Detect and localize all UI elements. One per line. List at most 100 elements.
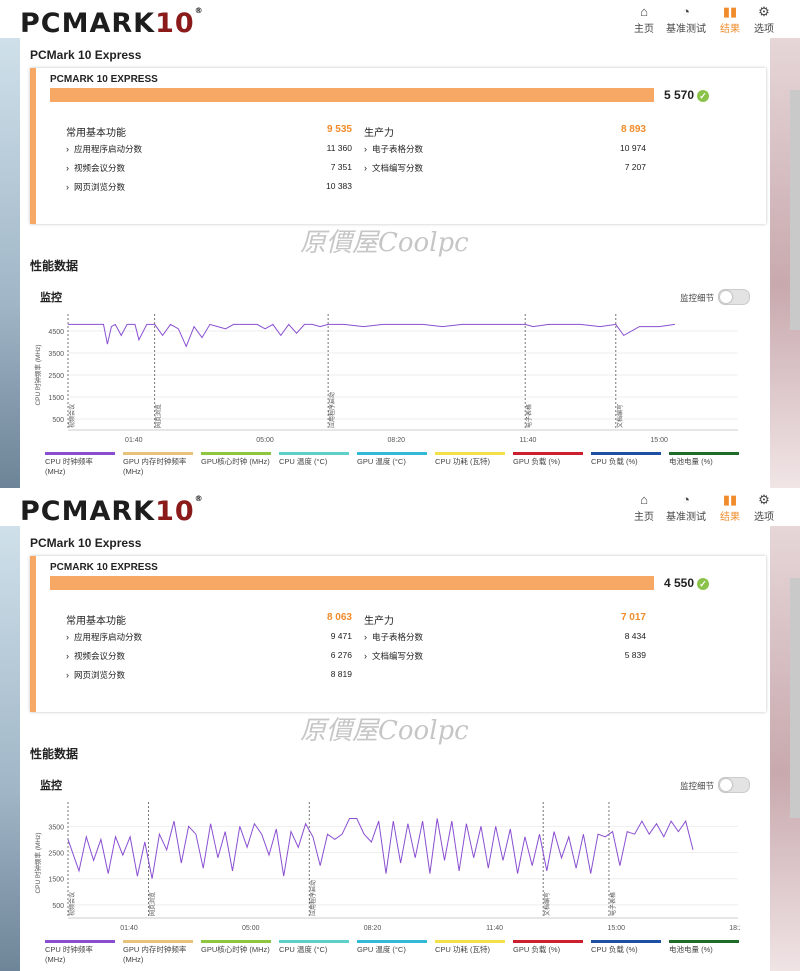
legend-item[interactable]: GPU 负载 (%) (513, 452, 583, 467)
section-title: PCMark 10 Express (30, 536, 142, 550)
total-score: 5 570 ✓ (664, 88, 710, 102)
nav-results[interactable]: ▮▮ 结果 (710, 4, 750, 35)
x-tick-label: 18:20 (729, 925, 740, 932)
nav-benchmark[interactable]: ◔ 基准测试 (666, 492, 706, 523)
legend-item[interactable]: GPU 负载 (%) (513, 940, 583, 955)
series-line-cpu-clock (68, 323, 675, 348)
monitor-chart: CPU 时钟频率 (MHz) 4500 3500 2500 1500 500 01:40 05… (33, 314, 738, 444)
legend-item[interactable]: CPU 功耗 (瓦特) (435, 452, 505, 467)
home-icon: ⌂ (640, 492, 648, 507)
score-card: PCMARK 10 EXPRESS 4 550 ✓ 常用基本功能 8 063 生产… (30, 556, 766, 712)
phase-marker-label: 应用程序启动 (309, 880, 317, 916)
y-axis-label: CPU 时钟频率 (MHz) (33, 832, 42, 893)
y-tick-label: 500 (52, 417, 64, 424)
score-card-label: PCMARK 10 EXPRESS (50, 562, 158, 573)
subscore-value: 10 974 (620, 143, 646, 153)
subscore-label[interactable]: › 视频会议分数 (66, 650, 125, 662)
subscore-label[interactable]: › 网页浏览分数 (66, 669, 125, 681)
legend-item[interactable]: CPU 时钟频率 (MHz) (45, 940, 115, 965)
phase-marker-label: 视频会议 (68, 404, 76, 428)
chevron-right-icon: › (364, 651, 367, 661)
app-header: PCMARK10® ⌂ 主页 ◔ 基准测试 ▮▮ 结果 ⚙ 选项 (0, 0, 800, 39)
subscore-label-text: 电子表格分数 (372, 144, 424, 154)
chevron-right-icon: › (66, 651, 69, 661)
gauge-icon: ◔ (682, 4, 690, 19)
legend-item[interactable]: CPU 温度 (°C) (279, 452, 349, 467)
scrollbar[interactable] (790, 90, 800, 330)
phase-marker-label: 应用程序启动 (328, 392, 336, 428)
monitor-detail-label: 监控细节 (680, 293, 715, 303)
score-bar (50, 88, 654, 102)
legend-item[interactable]: GPU 温度 (°C) (357, 452, 427, 467)
score-card: PCMARK 10 EXPRESS 5 570 ✓ 常用基本功能 9 535 生产… (30, 68, 766, 224)
y-tick-label: 2500 (48, 851, 64, 858)
legend-item[interactable]: GPU核心时钟 (MHz) (201, 452, 271, 467)
subscore-label-text: 应用程序启动分数 (74, 632, 143, 642)
x-tick-label: 05:00 (242, 925, 260, 932)
scrollbar[interactable] (790, 578, 800, 818)
legend-item[interactable]: GPU 内存时钟频率 (MHz) (123, 940, 193, 965)
category-productivity-score: 8 893 (620, 124, 646, 135)
subscore-label[interactable]: › 应用程序启动分数 (66, 631, 142, 643)
category-productivity: 生产力 (364, 128, 394, 139)
watermark: 原價屋Coolpc (300, 716, 469, 746)
nav-benchmark[interactable]: ◔ 基准测试 (666, 4, 706, 35)
score-card-label: PCMARK 10 EXPRESS (50, 74, 158, 85)
legend-item[interactable]: CPU 负载 (%) (591, 452, 661, 467)
subscore-label[interactable]: › 网页浏览分数 (66, 181, 125, 193)
chevron-right-icon: › (364, 163, 367, 173)
chevron-right-icon: › (66, 632, 69, 642)
subscore-label[interactable]: › 文档编写分数 (364, 162, 423, 174)
subscore-value: 8 819 (330, 669, 352, 679)
y-tick-label: 4500 (48, 329, 64, 336)
monitor-detail-toggle[interactable] (718, 289, 750, 305)
legend-item[interactable]: GPU核心时钟 (MHz) (201, 940, 271, 955)
nav-home[interactable]: ⌂ 主页 (624, 492, 664, 523)
monitor-detail-toggle[interactable] (718, 777, 750, 793)
subscore-label-text: 电子表格分数 (372, 632, 424, 642)
subscore-label[interactable]: › 应用程序启动分数 (66, 143, 142, 155)
phase-marker-label: 文档编写 (543, 892, 551, 916)
chevron-right-icon: › (66, 670, 69, 680)
legend-item[interactable]: 电池电量 (%) (669, 452, 739, 467)
subscore-label[interactable]: › 视频会议分数 (66, 162, 125, 174)
gear-icon: ⚙ (758, 4, 770, 19)
y-tick-label: 1500 (48, 877, 64, 884)
legend-item[interactable]: CPU 温度 (°C) (279, 940, 349, 955)
subscore-label-text: 视频会议分数 (74, 651, 126, 661)
y-tick-label: 1500 (48, 395, 64, 402)
x-tick-label: 11:40 (519, 437, 536, 444)
legend-item[interactable]: CPU 功耗 (瓦特) (435, 940, 505, 955)
subscore-label-text: 文档编写分数 (372, 163, 424, 173)
nav-options[interactable]: ⚙ 选项 (744, 4, 784, 35)
subscore-value: 10 383 (326, 181, 352, 191)
y-tick-label: 500 (52, 903, 64, 910)
nav-results[interactable]: ▮▮ 结果 (710, 492, 750, 523)
subscore-value: 5 839 (624, 650, 646, 660)
background-left (0, 38, 20, 488)
subscore-label[interactable]: › 文档编写分数 (364, 650, 423, 662)
category-essentials-score: 8 063 (326, 612, 352, 623)
legend-item[interactable]: 电池电量 (%) (669, 940, 739, 955)
legend-item[interactable]: GPU 内存时钟频率 (MHz) (123, 452, 193, 477)
category-essentials: 常用基本功能 (66, 616, 126, 627)
app-header: PCMARK10® ⌂ 主页 ◔ 基准测试 ▮▮ 结果 ⚙ 选项 (0, 488, 800, 527)
x-tick-label: 11:40 (486, 925, 503, 932)
category-essentials: 常用基本功能 (66, 128, 126, 139)
legend-item[interactable]: CPU 负载 (%) (591, 940, 661, 955)
gear-icon: ⚙ (758, 492, 770, 507)
nav-options[interactable]: ⚙ 选项 (744, 492, 784, 523)
y-axis-label: CPU 时钟频率 (MHz) (33, 344, 42, 405)
legend-item[interactable]: GPU 温度 (°C) (357, 940, 427, 955)
nav-home[interactable]: ⌂ 主页 (624, 4, 664, 35)
legend-item[interactable]: CPU 时钟频率 (MHz) (45, 452, 115, 477)
monitor-title: 监控 (40, 780, 62, 792)
chevron-right-icon: › (66, 163, 69, 173)
check-icon: ✓ (697, 89, 710, 102)
subscore-label-text: 网页浏览分数 (74, 182, 126, 192)
phase-marker-label: 文档编写 (616, 404, 624, 428)
subscore-label[interactable]: › 电子表格分数 (364, 143, 423, 155)
y-tick-label: 3500 (48, 351, 64, 358)
section-title: PCMark 10 Express (30, 48, 142, 62)
subscore-label[interactable]: › 电子表格分数 (364, 631, 423, 643)
